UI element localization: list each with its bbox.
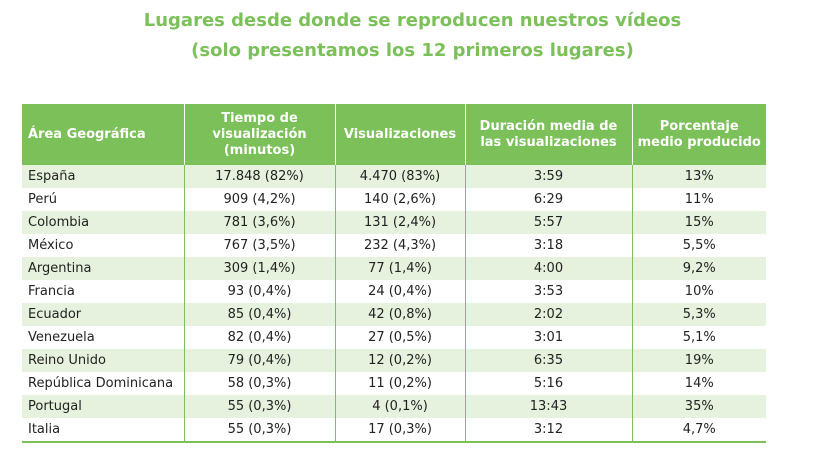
table-body: España 17.848 (82%) 4.470 (83%) 3:59 13% Perú… (22, 165, 766, 443)
cell-avg-percentage: 5,3% (631, 303, 766, 326)
table-row: Reino Unido 79 (0,4%) 12 (0,2%) 6:35 19% (22, 349, 766, 372)
cell-views: 42 (0,8%) (334, 303, 465, 326)
cell-watch-time: 93 (0,4%) (183, 280, 335, 303)
cell-views: 140 (2,6%) (334, 188, 465, 211)
header-row: Área Geográfica Tiempo de visualización … (22, 104, 766, 165)
cell-area: Italia (22, 418, 184, 443)
header-avg-duration: Duración media de las visualizaciones (464, 104, 632, 165)
cell-views: 17 (0,3%) (334, 418, 465, 443)
cell-views: 12 (0,2%) (334, 349, 465, 372)
cell-avg-percentage: 5,1% (631, 326, 766, 349)
cell-avg-duration: 6:35 (464, 349, 632, 372)
cell-avg-duration: 6:29 (464, 188, 632, 211)
table-row: Argentina 309 (1,4%) 77 (1,4%) 4:00 9,2% (22, 257, 766, 280)
cell-watch-time: 55 (0,3%) (183, 395, 335, 418)
header-area: Área Geográfica (22, 104, 184, 165)
header-avg-percentage: Porcentaje medio producido (631, 104, 766, 165)
cell-views: 232 (4,3%) (334, 234, 465, 257)
cell-area: República Dominicana (22, 372, 184, 395)
cell-avg-duration: 5:57 (464, 211, 632, 234)
cell-watch-time: 767 (3,5%) (183, 234, 335, 257)
cell-watch-time: 79 (0,4%) (183, 349, 335, 372)
table-row: Francia 93 (0,4%) 24 (0,4%) 3:53 10% (22, 280, 766, 303)
cell-avg-duration: 5:16 (464, 372, 632, 395)
page-title: Lugares desde donde se reproducen nuestr… (143, 10, 682, 31)
cell-area: Venezuela (22, 326, 184, 349)
cell-views: 11 (0,2%) (334, 372, 465, 395)
cell-avg-duration: 3:18 (464, 234, 632, 257)
cell-views: 77 (1,4%) (334, 257, 465, 280)
cell-avg-duration: 3:59 (464, 165, 632, 188)
cell-watch-time: 58 (0,3%) (183, 372, 335, 395)
cell-avg-duration: 2:02 (464, 303, 632, 326)
cell-area: España (22, 165, 184, 188)
cell-avg-duration: 3:01 (464, 326, 632, 349)
cell-area: México (22, 234, 184, 257)
cell-avg-percentage: 11% (631, 188, 766, 211)
cell-avg-percentage: 19% (631, 349, 766, 372)
cell-avg-duration: 3:12 (464, 418, 632, 443)
table-row: Portugal 55 (0,3%) 4 (0,1%) 13:43 35% (22, 395, 766, 418)
geography-table: Área Geográfica Tiempo de visualización … (22, 104, 766, 443)
cell-area: Reino Unido (22, 349, 184, 372)
cell-area: Portugal (22, 395, 184, 418)
table-header: Área Geográfica Tiempo de visualización … (22, 104, 766, 165)
cell-views: 4 (0,1%) (334, 395, 465, 418)
cell-watch-time: 309 (1,4%) (183, 257, 335, 280)
page-subtitle: (solo presentamos los 12 primeros lugare… (191, 40, 634, 61)
cell-watch-time: 909 (4,2%) (183, 188, 335, 211)
cell-watch-time: 55 (0,3%) (183, 418, 335, 443)
cell-views: 131 (2,4%) (334, 211, 465, 234)
table-row: México 767 (3,5%) 232 (4,3%) 3:18 5,5% (22, 234, 766, 257)
table-row: República Dominicana 58 (0,3%) 11 (0,2%) 5:… (22, 372, 766, 395)
cell-area: Francia (22, 280, 184, 303)
cell-avg-percentage: 35% (631, 395, 766, 418)
cell-area: Argentina (22, 257, 184, 280)
cell-views: 27 (0,5%) (334, 326, 465, 349)
cell-watch-time: 781 (3,6%) (183, 211, 335, 234)
cell-views: 24 (0,4%) (334, 280, 465, 303)
cell-avg-percentage: 4,7% (631, 418, 766, 443)
table-row: Venezuela 82 (0,4%) 27 (0,5%) 3:01 5,1% (22, 326, 766, 349)
cell-avg-duration: 4:00 (464, 257, 632, 280)
table-row: Ecuador 85 (0,4%) 42 (0,8%) 2:02 5,3% (22, 303, 766, 326)
table-row: Italia 55 (0,3%) 17 (0,3%) 3:12 4,7% (22, 418, 766, 443)
cell-avg-percentage: 10% (631, 280, 766, 303)
table-row: Perú 909 (4,2%) 140 (2,6%) 6:29 11% (22, 188, 766, 211)
cell-avg-percentage: 9,2% (631, 257, 766, 280)
cell-avg-percentage: 5,5% (631, 234, 766, 257)
cell-avg-duration: 13:43 (464, 395, 632, 418)
cell-area: Ecuador (22, 303, 184, 326)
cell-area: Perú (22, 188, 184, 211)
cell-avg-percentage: 14% (631, 372, 766, 395)
cell-watch-time: 85 (0,4%) (183, 303, 335, 326)
table-row: Colombia 781 (3,6%) 131 (2,4%) 5:57 15% (22, 211, 766, 234)
table-row: España 17.848 (82%) 4.470 (83%) 3:59 13% (22, 165, 766, 188)
header-watch-time: Tiempo de visualización (minutos) (183, 104, 335, 165)
cell-avg-percentage: 13% (631, 165, 766, 188)
header-views: Visualizaciones (334, 104, 465, 165)
cell-avg-percentage: 15% (631, 211, 766, 234)
cell-watch-time: 82 (0,4%) (183, 326, 335, 349)
cell-watch-time: 17.848 (82%) (183, 165, 335, 188)
cell-avg-duration: 3:53 (464, 280, 632, 303)
cell-views: 4.470 (83%) (334, 165, 465, 188)
cell-area: Colombia (22, 211, 184, 234)
